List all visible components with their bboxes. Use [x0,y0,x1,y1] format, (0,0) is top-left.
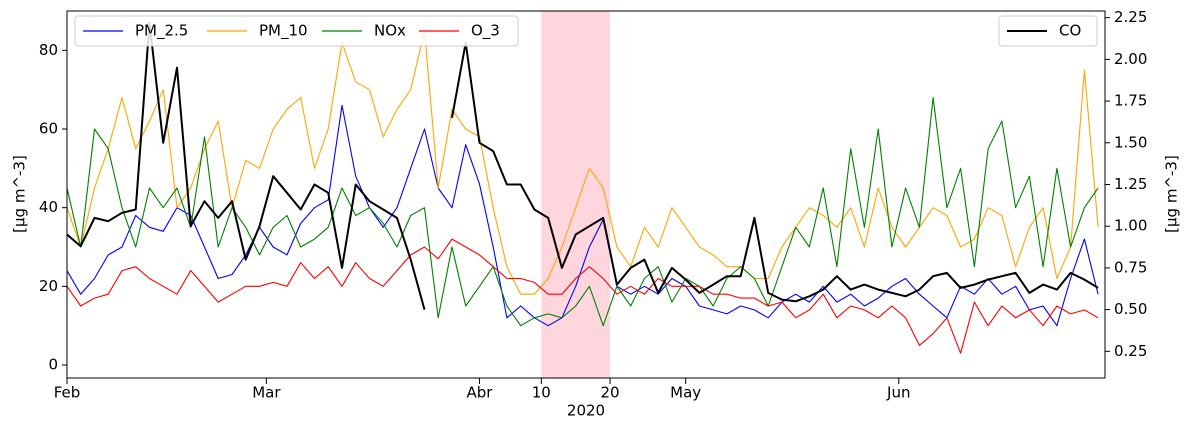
y-tick-label: 0 [48,356,58,374]
legend-label: PM_10 [259,22,308,41]
x-tick-label: Feb [54,384,81,402]
y2-tick-label: 1.75 [1114,92,1147,110]
series-line [66,238,1099,354]
x-tick-label: Mar [252,384,281,402]
legend-box [74,15,519,47]
y2-tick-label: 1.25 [1114,175,1147,193]
y2-axis-label: [µg m^-3] [1163,155,1181,233]
highlight-band [541,11,611,378]
x-tick-label: May [670,384,701,402]
series-line [66,96,1099,327]
y2-tick-label: 0.75 [1114,258,1147,276]
legend-label: O_3 [471,22,500,41]
y-axis-label: [µg m^-3] [11,155,29,233]
series-line [66,104,1099,327]
y-tick-label: 20 [39,277,58,295]
x-tick-label: Jun [886,384,910,402]
y2-tick-label: 2.00 [1114,50,1147,68]
x-tick-label: 10 [532,384,551,402]
legend-label: PM_2.5 [135,22,188,41]
legend-label: NOx [374,22,406,40]
y2-tick-label: 0.25 [1114,342,1147,360]
x-offset-label: 2020 [567,402,605,420]
series-line [66,21,1099,310]
y-tick-label: 80 [39,41,58,59]
y2-tick-label: 1.00 [1114,217,1147,235]
legend-box [998,15,1098,47]
legend-label: CO [1059,22,1081,40]
y-tick-label: 60 [39,120,58,138]
y2-tick-label: 1.50 [1114,133,1147,151]
x-tick-label: Abr [466,384,493,402]
y2-tick-label: 2.25 [1114,8,1147,26]
y2-tick-label: 0.50 [1114,300,1147,318]
plot-frame [66,10,1106,379]
y-tick-label: 40 [39,198,58,216]
x-tick-label: 20 [601,384,620,402]
series-line [66,30,1099,295]
legend: CO [998,15,1098,47]
legend: PM_2.5 PM_10 NOx O_3 [74,15,519,47]
